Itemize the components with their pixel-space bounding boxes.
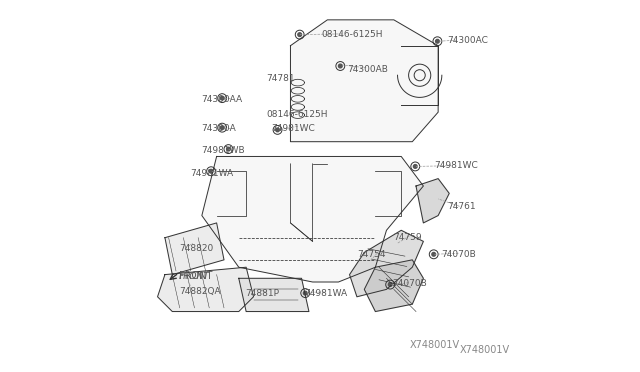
Circle shape [276,128,280,132]
Text: 74781: 74781 [266,74,295,83]
Text: 74882QA: 74882QA [179,287,221,296]
Polygon shape [291,20,438,142]
Text: X748001V: X748001V [460,345,509,355]
Circle shape [298,33,301,36]
Circle shape [220,126,224,129]
Circle shape [432,253,436,256]
Circle shape [209,169,213,173]
Text: FRONT: FRONT [179,272,212,282]
Text: 74300AB: 74300AB [348,65,388,74]
Polygon shape [157,267,253,311]
Text: 74300A: 74300A [201,124,236,133]
Circle shape [388,283,392,286]
Circle shape [436,39,439,43]
Polygon shape [165,223,224,275]
Text: 74300AC: 74300AC [447,36,488,45]
Circle shape [227,147,230,151]
Text: 74070B: 74070B [441,250,476,259]
Polygon shape [202,157,424,282]
Polygon shape [349,230,424,297]
Text: FRONT: FRONT [179,272,210,281]
Text: 748820: 748820 [179,244,213,253]
Text: 74070B: 74070B [392,279,427,288]
Text: 74754: 74754 [358,250,386,259]
Text: X748001V: X748001V [410,340,460,350]
Text: 74761: 74761 [447,202,476,211]
Circle shape [339,64,342,68]
Circle shape [303,291,307,295]
Polygon shape [239,278,309,311]
Text: 08146-6125H: 08146-6125H [322,30,383,39]
Circle shape [220,96,224,100]
Text: 74981WC: 74981WC [434,161,477,170]
Polygon shape [416,179,449,223]
Text: 74981WA: 74981WA [305,289,348,298]
Text: 08146-6125H: 08146-6125H [266,109,328,119]
Text: 74881P: 74881P [245,289,280,298]
Text: 74759: 74759 [393,233,422,242]
Polygon shape [364,260,424,311]
Text: 74981WB: 74981WB [201,147,244,155]
Circle shape [413,164,417,168]
Text: 74981WC: 74981WC [271,124,315,133]
Text: 74981WA: 74981WA [190,169,233,177]
Text: 74300AA: 74300AA [201,95,242,104]
